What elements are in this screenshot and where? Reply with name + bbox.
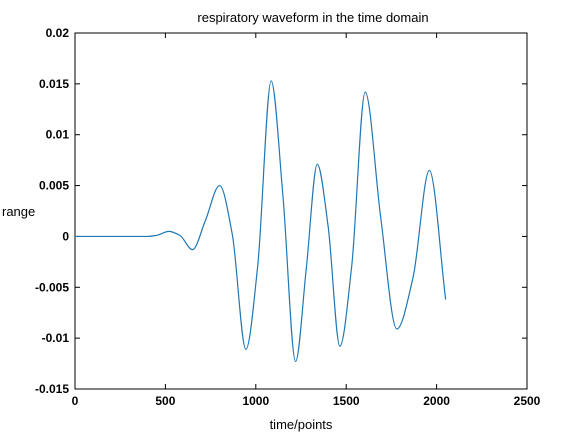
chart-title: respiratory waveform in the time domain [197, 10, 428, 25]
y-tick-label: -0.005 [35, 280, 69, 294]
plot-area [74, 32, 528, 390]
y-axis-label: range [2, 204, 35, 219]
x-tick-label: 0 [72, 394, 79, 408]
axis-ticks: 0 500 1000 1500 2000 2500 -0.015 -0.01 -0.005 0 0.… [35, 26, 541, 408]
x-tick-label: 1500 [333, 394, 360, 408]
x-tick-label: 500 [155, 394, 175, 408]
y-tick-label: -0.01 [42, 331, 70, 345]
x-tick-label: 2500 [514, 394, 541, 408]
y-tick-label: 0.02 [46, 26, 70, 40]
x-tick-label: 1000 [242, 394, 269, 408]
y-tick-label: 0.015 [39, 77, 69, 91]
y-tick-label: 0.01 [46, 128, 70, 142]
x-tick-label: 2000 [423, 394, 450, 408]
x-axis-label: time/points [270, 417, 333, 432]
series-line [75, 80, 447, 363]
y-tick-label: 0 [62, 229, 69, 243]
series-layer [75, 80, 447, 363]
y-tick-label: -0.015 [35, 382, 69, 396]
y-tick-label: 0.005 [39, 179, 69, 193]
